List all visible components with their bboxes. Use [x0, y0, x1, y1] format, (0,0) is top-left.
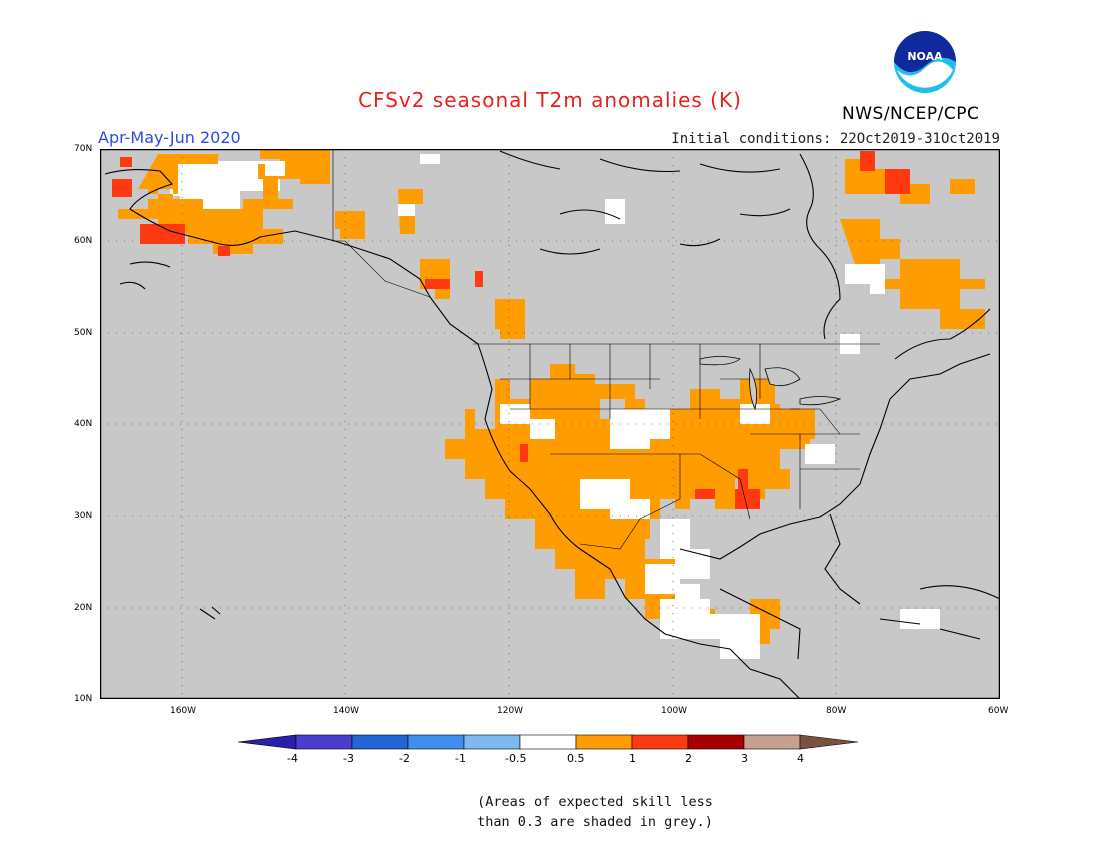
colorbar-swatch [295, 734, 353, 750]
lon-label-80w: 80W [826, 706, 847, 716]
map-title: CFSv2 seasonal T2m anomalies (K) [358, 88, 742, 112]
lat-label-70n: 70N [74, 144, 93, 154]
colorbar-swatch [351, 734, 409, 750]
colorbar-label: -2 [399, 752, 410, 765]
colorbar-label: -1 [455, 752, 466, 765]
lon-label-60w: 60W [988, 706, 1009, 716]
colorbar-label: 0.5 [567, 752, 585, 765]
map-frame [100, 149, 1000, 699]
skill-footnote: (Areas of expected skill less than 0.3 a… [0, 792, 1100, 832]
noaa-logo: NOAA [893, 30, 957, 94]
colorbar-swatch [575, 734, 633, 750]
footnote-line-2: than 0.3 are shaded in grey.) [477, 814, 713, 830]
initial-conditions-label: Initial conditions: 22Oct2019-31Oct2019 [671, 131, 1000, 147]
colorbar-swatch [519, 734, 577, 750]
noaa-logo-text: NOAA [907, 50, 943, 63]
colorbar-swatch [407, 734, 465, 750]
colorbar-arrow-high [799, 734, 859, 750]
colorbar-label: -4 [287, 752, 298, 765]
colorbar-label: -0.5 [505, 752, 527, 765]
colorbar-label: 4 [797, 752, 804, 765]
colorbar-arrow-low [238, 734, 297, 750]
agency-label: NWS/NCEP/CPC [842, 104, 980, 124]
lon-label-160w: 160W [170, 706, 197, 716]
colorbar-label: 2 [685, 752, 692, 765]
lat-label-50n: 50N [74, 328, 93, 338]
colorbar-label: 1 [629, 752, 636, 765]
great-lakes [699, 356, 842, 411]
lat-label-60n: 60N [74, 236, 93, 246]
lon-label-140w: 140W [333, 706, 360, 716]
colorbar-swatch [631, 734, 689, 750]
coastlines [104, 150, 1000, 699]
colorbar-swatch [687, 734, 745, 750]
lon-label-100w: 100W [661, 706, 688, 716]
anomaly-shading [112, 149, 985, 659]
political-borders [332, 149, 880, 550]
colorbar-swatch [463, 734, 521, 750]
colorbar-swatch [743, 734, 801, 750]
lat-label-30n: 30N [74, 511, 93, 521]
anomaly-white-alaska [170, 161, 280, 211]
colorbar-label: -3 [343, 752, 354, 765]
lat-label-40n: 40N [74, 419, 93, 429]
anomaly-map [100, 149, 1000, 699]
colorbar-label: 3 [741, 752, 748, 765]
lat-label-10n: 10N [74, 694, 93, 704]
colorbar [238, 734, 859, 750]
season-label: Apr-May-Jun 2020 [98, 128, 241, 147]
footnote-line-1: (Areas of expected skill less [477, 794, 713, 810]
lon-label-120w: 120W [497, 706, 524, 716]
lat-label-20n: 20N [74, 603, 93, 613]
